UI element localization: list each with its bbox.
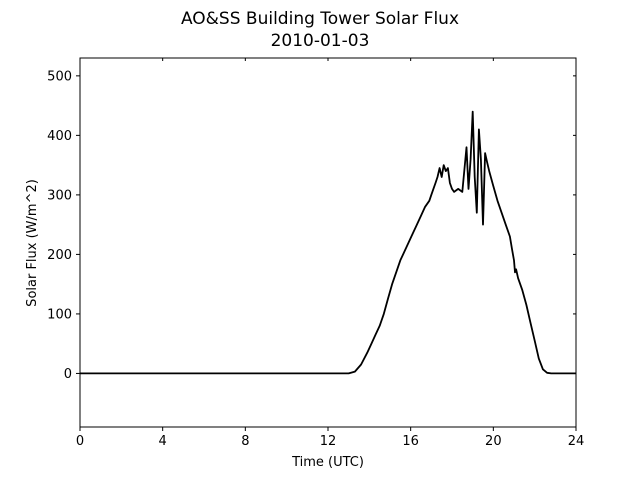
y-tick-label: 400 [47, 129, 72, 144]
y-axis: 0 100 200 300 400 500 [47, 69, 576, 382]
x-tick-label: 16 [402, 434, 419, 449]
x-tick-label: 0 [76, 434, 84, 449]
plot-area [80, 110, 576, 375]
y-tick-label: 200 [47, 248, 72, 263]
y-tick-label: 300 [47, 188, 72, 203]
x-tick-label: 24 [568, 434, 585, 449]
y-tick-label: 100 [47, 307, 72, 322]
chart-subtitle: 2010-01-03 [271, 31, 370, 51]
x-tick-label: 20 [485, 434, 502, 449]
x-axis: 0 4 8 12 16 20 24 [76, 58, 584, 449]
plot-frame [79, 57, 577, 428]
x-tick-label: 12 [320, 434, 337, 449]
x-tick-label: 8 [241, 434, 249, 449]
y-tick-label: 0 [64, 367, 72, 382]
x-axis-label: Time (UTC) [291, 455, 364, 470]
chart-title: AO&SS Building Tower Solar Flux [181, 9, 459, 29]
series-line-0 [80, 110, 576, 375]
y-tick-label: 500 [47, 69, 72, 84]
x-tick-label: 4 [159, 434, 167, 449]
y-axis-label: Solar Flux (W/m^2) [25, 179, 40, 307]
